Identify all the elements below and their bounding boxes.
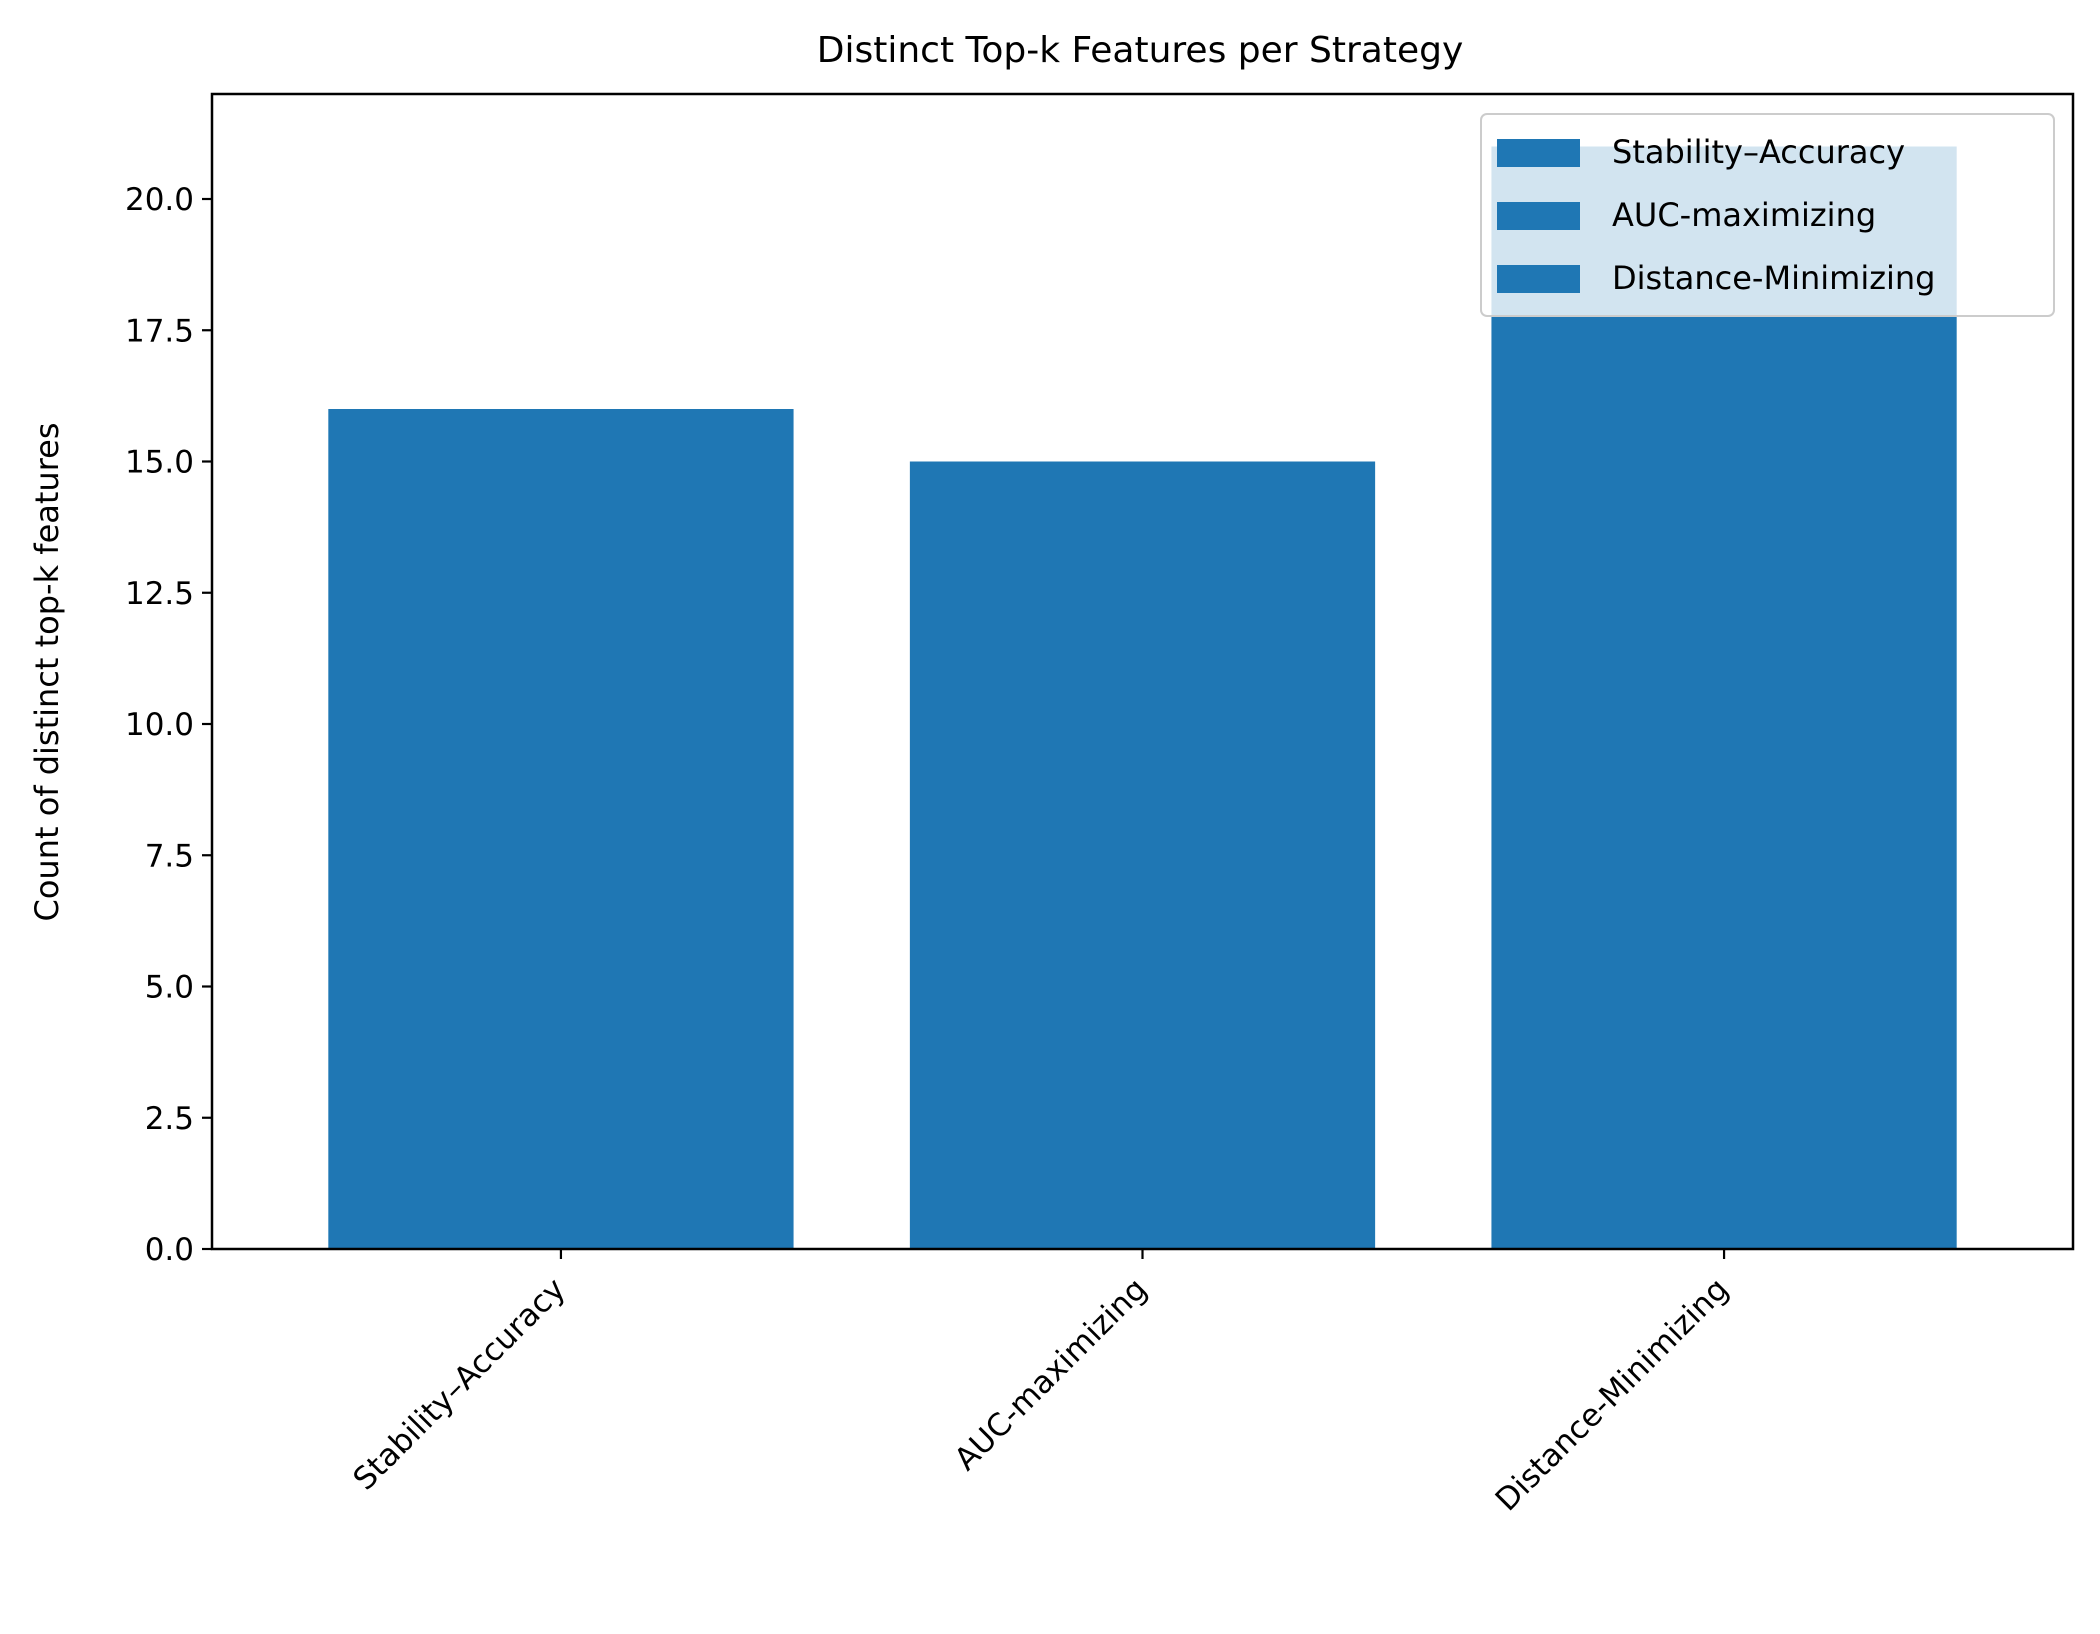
- y-axis-label: Count of distinct top-k features: [28, 422, 66, 921]
- bar-1: [909, 461, 1376, 1249]
- legend-swatch: [1497, 139, 1580, 167]
- y-tick-label: 7.5: [145, 838, 194, 874]
- bar-0: [328, 409, 794, 1249]
- legend-label: AUC-maximizing: [1612, 196, 1876, 234]
- y-tick-label: 0.0: [145, 1232, 194, 1268]
- y-tick-label: 15.0: [125, 445, 194, 481]
- bars-group: [328, 146, 1957, 1249]
- chart-title: Distinct Top-k Features per Strategy: [817, 30, 1464, 71]
- bar-2: [1491, 146, 1957, 1249]
- legend-frame: [1480, 113, 2055, 317]
- y-tick-label: 5.0: [145, 970, 194, 1006]
- legend-swatch: [1497, 202, 1580, 230]
- y-tick-label: 10.0: [125, 707, 194, 743]
- axes-frame: [210, 92, 2075, 1251]
- y-tick-label: 12.5: [125, 576, 194, 612]
- legend-label: Distance-Minimizing: [1612, 259, 1935, 297]
- y-tick-label: 2.5: [145, 1101, 194, 1137]
- y-tick-label: 17.5: [125, 313, 194, 349]
- y-tick-label: 20.0: [125, 182, 194, 218]
- legend-label: Stability–Accuracy: [1612, 133, 1905, 171]
- y-ticks-group: 0.0 2.5 5.0 7.5 10.0 12.5 15.0 17.5 20.0: [125, 182, 212, 1268]
- legend: Stability–Accuracy AUC-maximizing Distance…: [1480, 113, 2055, 317]
- legend-swatch: [1497, 265, 1580, 293]
